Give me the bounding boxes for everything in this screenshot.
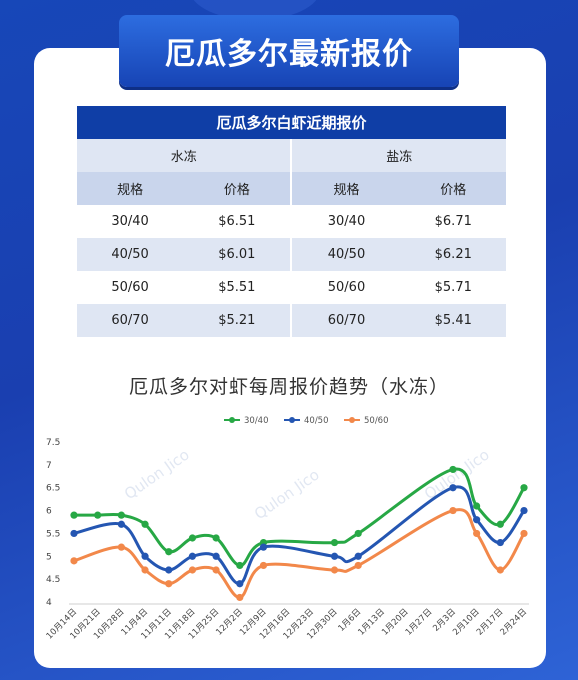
table-cell: 50/60 [290, 271, 401, 304]
data-point [496, 520, 504, 528]
data-point [354, 529, 362, 538]
data-point [94, 511, 102, 519]
data-point [473, 516, 481, 524]
data-point [212, 566, 220, 574]
legend-label: 50/60 [364, 416, 389, 426]
group-salt-frozen: 盐冻 [290, 139, 506, 172]
data-point [473, 502, 481, 510]
data-point [259, 561, 268, 570]
data-point [141, 520, 149, 528]
y-tick-label: 5.5 [46, 529, 60, 539]
watermark-text: Qulon Jico [121, 446, 193, 504]
trend-line-chart: Qulon Jico Qulon Jico Qulon Jico 4 4.5 5 5.5 6 6… [45, 416, 530, 641]
data-point [236, 561, 244, 570]
x-tick-label: 2月24日 [499, 607, 530, 638]
data-point [212, 534, 220, 542]
table-cell: 30/40 [77, 205, 184, 238]
data-point [141, 566, 149, 574]
data-point [188, 552, 197, 560]
data-point [473, 529, 481, 538]
data-point [188, 566, 197, 574]
column-header: 规格 [290, 172, 401, 205]
data-point [117, 511, 125, 519]
data-point [354, 552, 362, 560]
data-point [449, 484, 457, 492]
group-water-frozen: 水冻 [77, 139, 292, 172]
column-header: 价格 [183, 172, 292, 205]
data-point [70, 557, 78, 565]
column-header: 规格 [77, 172, 184, 205]
table-row: 60/70 $5.21 60/70 $5.41 [77, 304, 506, 337]
x-tick-label: 1月27日 [404, 607, 435, 638]
legend-marker [229, 417, 235, 423]
table-title: 厄瓜多尔白虾近期报价 [77, 106, 506, 139]
y-tick-label: 6 [46, 507, 52, 517]
data-point [520, 484, 528, 492]
data-point [496, 566, 504, 574]
data-point [330, 552, 339, 560]
table-cell: $6.21 [400, 238, 506, 271]
data-point [330, 538, 339, 547]
table-cell: 30/40 [290, 205, 401, 238]
data-point [259, 543, 268, 551]
chart-title: 厄瓜多尔对虾每周报价趋势（水冻） [128, 376, 449, 398]
data-point [236, 593, 244, 602]
table-cell: $6.51 [183, 205, 292, 238]
column-header: 价格 [400, 172, 506, 205]
table-cell: $6.71 [400, 205, 506, 238]
table-cell: 60/70 [290, 304, 401, 337]
data-point [449, 465, 457, 474]
table-cell: $5.51 [183, 271, 292, 304]
table-title-row: 厄瓜多尔白虾近期报价 [77, 106, 506, 139]
page-title: 厄瓜多尔最新报价 [119, 15, 459, 87]
series-line-30/40 [74, 467, 526, 567]
table-cell: $5.41 [400, 304, 506, 337]
data-point [117, 543, 125, 551]
y-tick-label: 5 [46, 552, 52, 562]
legend-marker [289, 417, 295, 423]
data-point [165, 580, 173, 588]
table-group-row: 水冻 盐冻 [77, 139, 506, 172]
y-tick-label: 4.5 [46, 575, 60, 585]
table-row: 40/50 $6.01 40/50 $6.21 [77, 238, 506, 271]
watermark-text: Qulon Jico [421, 446, 493, 504]
y-tick-label: 7 [46, 461, 52, 471]
table-cell: 50/60 [77, 271, 184, 304]
data-point [212, 552, 220, 560]
data-point [188, 534, 197, 542]
legend-label: 30/40 [244, 416, 269, 426]
table-cell: 40/50 [77, 238, 184, 271]
table-row: 30/40 $6.51 30/40 $6.71 [77, 205, 506, 238]
data-point [520, 529, 528, 538]
table-cell: $5.71 [400, 271, 506, 304]
data-point [496, 538, 504, 547]
table-header-row: 规格 价格 规格 价格 [77, 172, 506, 205]
data-point [70, 511, 78, 519]
data-point [165, 548, 173, 556]
data-point [117, 520, 125, 528]
data-point [330, 566, 339, 574]
series-line-40/50 [73, 485, 526, 586]
data-point [141, 552, 149, 560]
data-point [449, 506, 457, 515]
table-cell: 60/70 [77, 304, 184, 337]
table-cell: 40/50 [290, 238, 401, 271]
y-tick-label: 6.5 [46, 484, 60, 494]
data-point [520, 506, 528, 515]
watermark-text: Qulon Jico [251, 466, 323, 524]
series-line-50/60 [73, 508, 526, 599]
data-point [165, 566, 173, 574]
data-point [354, 561, 362, 570]
legend-marker [349, 417, 355, 423]
table-cell: $6.01 [183, 238, 292, 271]
data-point [236, 580, 244, 588]
table-cell: $5.21 [183, 304, 292, 337]
price-table: 厄瓜多尔白虾近期报价 水冻 盐冻 规格 价格 规格 价格 30/40 $6.51… [77, 106, 506, 337]
y-tick-label: 4 [46, 598, 52, 608]
legend-label: 40/50 [304, 416, 329, 426]
y-tick-label: 7.5 [46, 438, 60, 448]
table-row: 50/60 $5.51 50/60 $5.71 [77, 271, 506, 304]
data-point [70, 529, 78, 538]
